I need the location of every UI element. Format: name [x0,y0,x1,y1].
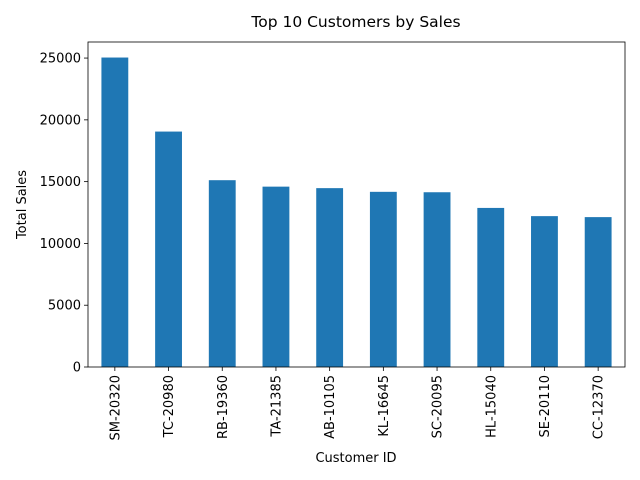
x-tick-label: HL-15040 [484,375,499,438]
x-tick-label: AB-10105 [323,375,338,439]
bar-RB-19360 [208,180,236,367]
y-tick-label: 10000 [40,237,81,252]
bar-TC-20980 [155,131,182,367]
x-tick-label: RB-19360 [216,375,231,439]
x-tick-label: KL-16645 [377,375,392,437]
y-tick-label: 0 [73,361,81,376]
y-axis-ticks: 0 5000 10000 15000 20000 25000 [40,52,88,376]
x-axis-label: Customer ID [315,451,396,466]
bar-TA-21385 [262,186,290,367]
bar-SC-20095 [423,192,451,367]
x-tick-label: TC-20980 [162,375,177,438]
plot-frame [87,41,626,368]
chart-title: Top 10 Customers by Sales [250,13,460,31]
bar-SE-20110 [531,216,558,367]
y-tick-label: 15000 [40,175,81,190]
bar-HL-15040 [477,207,505,367]
x-tick-label: SC-20095 [431,375,446,438]
x-tick-label: CC-12370 [592,375,607,439]
bar-CC-12370 [584,217,612,367]
y-axis-label: Total Sales [15,170,30,240]
y-tick-label: 20000 [40,113,81,128]
x-tick-label: SE-20110 [538,375,553,438]
x-axis-ticks: SM-20320 TC-20980 RB-19360 TA-21385 AB-10105… [108,367,607,441]
x-tick-label: SM-20320 [108,375,123,441]
x-tick-label: TA-21385 [269,375,284,438]
bar-SM-20320 [101,57,129,368]
bar-KL-16645 [369,191,397,367]
y-tick-label: 25000 [40,52,81,67]
bars-group [101,57,612,368]
y-tick-label: 5000 [48,299,81,314]
bar-AB-10105 [316,188,344,367]
